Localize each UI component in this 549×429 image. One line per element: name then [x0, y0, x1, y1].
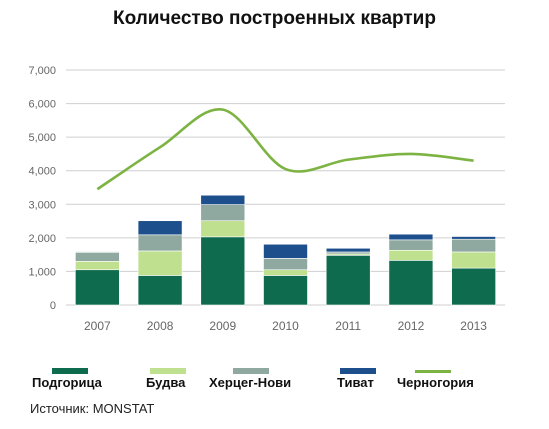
- legend-swatch-herceg: [233, 368, 269, 374]
- y-axis: 0 1,000 2,000 3,000 4,000 5,000 6,000 7,000: [28, 65, 56, 312]
- y-tick-label: 0: [50, 300, 56, 312]
- y-tick-label: 3,000: [28, 199, 56, 211]
- bar-budva-2009: [200, 220, 246, 238]
- legend-line-montenegro: [415, 370, 451, 373]
- bar-budva-2010: [263, 269, 308, 276]
- y-tick-label: 5,000: [28, 132, 56, 144]
- x-tick-label: 2013: [460, 319, 487, 333]
- bar-podgorica-2011: [325, 255, 371, 306]
- bar-tivat-2007: [75, 251, 120, 253]
- y-tick-label: 7,000: [28, 65, 56, 77]
- legend-label-budva: Будва: [146, 375, 186, 390]
- legend-swatch-budva: [150, 368, 186, 374]
- bars: [75, 194, 496, 306]
- bar-podgorica-2010: [263, 275, 308, 306]
- legend-label-podgorica: Подгорица: [32, 375, 102, 390]
- line-montenegro: [96, 108, 474, 191]
- bar-herceg-2010: [263, 258, 308, 271]
- bar-herceg-2011: [325, 251, 371, 255]
- legend-label-montenegro: Черногория: [397, 375, 474, 390]
- x-tick-label: 2012: [398, 319, 425, 333]
- bar-podgorica-2009: [200, 236, 246, 306]
- x-axis: 2007 2008 2009 2010 2011 2012 2013: [84, 319, 487, 333]
- bar-herceg-2013: [451, 238, 496, 253]
- y-tick-label: 2,000: [28, 233, 56, 245]
- legend-swatch-tivat: [340, 368, 376, 374]
- bar-tivat-2011: [325, 247, 371, 253]
- bar-tivat-2008: [137, 220, 183, 236]
- legend-label-herceg: Херцег-Нови: [209, 375, 292, 390]
- bar-podgorica-2013: [451, 267, 496, 306]
- y-tick-label: 1,000: [28, 266, 56, 278]
- bar-tivat-2013: [451, 236, 496, 240]
- bar-podgorica-2012: [388, 260, 434, 306]
- bar-tivat-2012: [388, 233, 434, 241]
- bar-tivat-2009: [200, 194, 246, 205]
- bar-budva-2012: [388, 249, 434, 261]
- bar-budva-2013: [451, 251, 496, 269]
- bar-herceg-2009: [200, 204, 246, 222]
- bar-tivat-2010: [263, 243, 308, 259]
- x-tick-label: 2008: [147, 319, 174, 333]
- bar-herceg-2012: [388, 239, 434, 251]
- legend-label-tivat: Тиват: [337, 375, 374, 390]
- legend-swatch-podgorica: [52, 368, 88, 374]
- total-line: [96, 108, 474, 191]
- source-note: Источник: MONSTAT: [30, 401, 155, 416]
- bar-podgorica-2007: [75, 269, 120, 306]
- y-tick-label: 4,000: [28, 166, 56, 178]
- legend: Подгорица Будва Херцег-Нови Тиват Черног…: [0, 360, 549, 400]
- x-tick-label: 2011: [335, 319, 361, 333]
- chart-area: 0 1,000 2,000 3,000 4,000 5,000 6,000 7,000 200…: [28, 65, 505, 333]
- x-tick-label: 2007: [84, 319, 111, 333]
- chart-title: Количество построенных квартир: [113, 8, 436, 29]
- y-tick-label: 6,000: [28, 99, 56, 111]
- bar-herceg-2007: [75, 251, 120, 262]
- bar-podgorica-2008: [137, 275, 183, 306]
- bar-budva-2008: [137, 250, 183, 276]
- x-tick-label: 2010: [272, 319, 299, 333]
- bar-herceg-2008: [137, 234, 183, 252]
- x-tick-label: 2009: [209, 319, 236, 333]
- bar-budva-2007: [75, 261, 120, 271]
